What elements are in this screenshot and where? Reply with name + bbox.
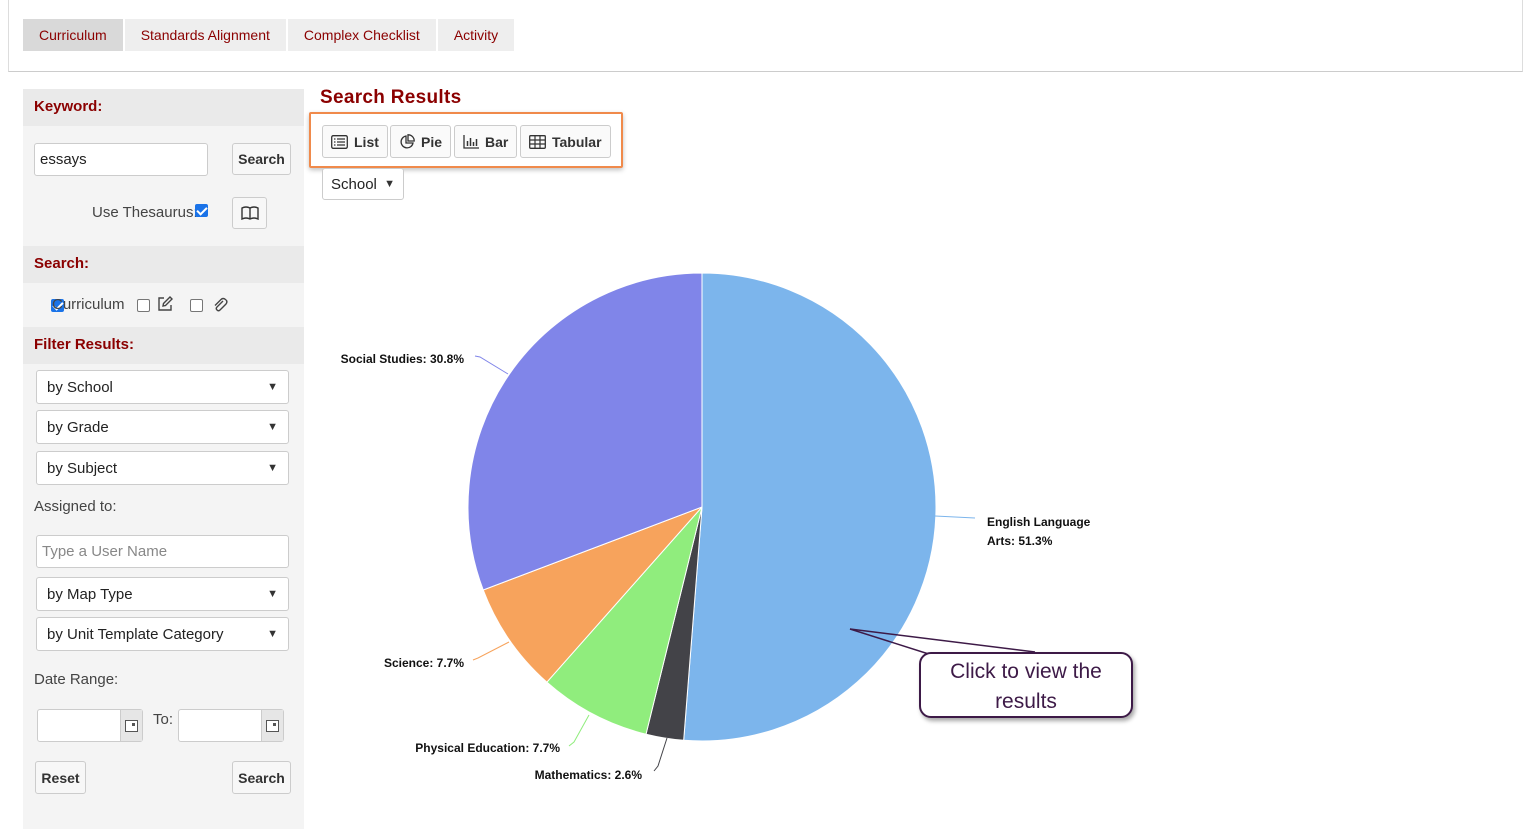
filter-unit-template-value: by Unit Template Category bbox=[47, 625, 224, 643]
table-icon bbox=[529, 134, 546, 149]
pie-data-label: Arts: 51.3% bbox=[987, 534, 1053, 548]
filter-results-heading: Filter Results: bbox=[23, 327, 304, 364]
group-by-value: School bbox=[331, 175, 377, 193]
pie-connector-line bbox=[568, 714, 590, 747]
open-book-icon bbox=[240, 206, 259, 220]
chevron-down-icon: ▼ bbox=[267, 462, 278, 474]
calendar-icon[interactable] bbox=[120, 710, 142, 741]
assigned-to-label: Assigned to: bbox=[34, 498, 117, 515]
main-tabs: Curriculum Standards Alignment Complex C… bbox=[23, 19, 515, 51]
filter-map-type-value: by Map Type bbox=[47, 585, 133, 603]
assessment-checkbox[interactable] bbox=[137, 299, 150, 312]
filter-subject-select[interactable]: by Subject ▼ bbox=[36, 451, 289, 485]
bar-view-label: Bar bbox=[485, 133, 509, 150]
curriculum-label: Curriculum bbox=[52, 296, 125, 313]
tab-complex-checklist[interactable]: Complex Checklist bbox=[287, 19, 436, 51]
to-label: To: bbox=[153, 711, 174, 728]
filter-school-select[interactable]: by School ▼ bbox=[36, 370, 289, 404]
chevron-down-icon: ▼ bbox=[267, 381, 278, 393]
pie-slice-physical-education[interactable] bbox=[546, 506, 703, 735]
top-frame bbox=[8, 0, 1523, 72]
calendar-icon[interactable] bbox=[261, 710, 283, 741]
filter-search-button[interactable]: Search bbox=[232, 761, 291, 794]
use-thesaurus-label: Use Thesaurus: bbox=[92, 204, 198, 221]
pie-data-label: Social Studies: 30.8% bbox=[341, 352, 465, 366]
chevron-down-icon: ▼ bbox=[384, 178, 395, 190]
pie-chart-icon bbox=[400, 133, 415, 149]
pie-data-label: Mathematics: 2.6% bbox=[535, 768, 643, 782]
pie-connector-line bbox=[472, 641, 510, 661]
tabular-view-button[interactable]: Tabular bbox=[520, 125, 611, 158]
filter-subject-value: by Subject bbox=[47, 459, 118, 477]
pie-data-label: Science: 7.7% bbox=[384, 656, 464, 670]
pie-slice-social-studies[interactable] bbox=[467, 272, 703, 591]
filter-unit-template-select[interactable]: by Unit Template Category ▼ bbox=[36, 617, 289, 651]
use-thesaurus-checkbox[interactable] bbox=[195, 204, 208, 217]
list-view-button[interactable]: List bbox=[322, 125, 388, 158]
attachment-checkbox[interactable] bbox=[190, 299, 203, 312]
search-heading: Search: bbox=[23, 246, 304, 283]
pie-view-button[interactable]: Pie bbox=[390, 125, 452, 158]
date-range-label: Date Range: bbox=[34, 671, 119, 688]
view-mode-highlight bbox=[309, 112, 623, 168]
tab-curriculum[interactable]: Curriculum bbox=[23, 19, 123, 51]
filter-school-value: by School bbox=[47, 378, 113, 396]
group-by-select[interactable]: School ▼ bbox=[322, 168, 404, 200]
callout-pointer-line bbox=[849, 628, 936, 657]
bar-view-button[interactable]: Bar bbox=[454, 125, 518, 158]
keyword-input[interactable]: essays bbox=[34, 143, 208, 176]
filter-grade-select[interactable]: by Grade ▼ bbox=[36, 410, 289, 444]
click-to-view-callout: Click to view the results bbox=[919, 652, 1133, 718]
keyword-heading: Keyword: bbox=[23, 89, 304, 126]
curriculum-checkbox[interactable] bbox=[51, 299, 65, 312]
callout-pointer-line bbox=[849, 628, 1036, 653]
chevron-down-icon: ▼ bbox=[267, 588, 278, 600]
edit-icon bbox=[158, 296, 173, 311]
tab-standards-alignment[interactable]: Standards Alignment bbox=[124, 19, 286, 51]
pie-data-label: Physical Education: 7.7% bbox=[415, 741, 560, 755]
date-to-input[interactable] bbox=[178, 709, 284, 742]
search-results-title: Search Results bbox=[320, 87, 462, 108]
pie-slice-english-language-arts[interactable] bbox=[683, 272, 937, 742]
filter-map-type-select[interactable]: by Map Type ▼ bbox=[36, 577, 289, 611]
chevron-down-icon: ▼ bbox=[267, 421, 278, 433]
chevron-down-icon: ▼ bbox=[267, 628, 278, 640]
list-view-label: List bbox=[354, 133, 379, 150]
date-from-input[interactable] bbox=[37, 709, 143, 742]
keyword-search-button[interactable]: Search bbox=[232, 143, 291, 175]
filter-grade-value: by Grade bbox=[47, 418, 109, 436]
pie-connector-line bbox=[934, 515, 976, 519]
tabular-view-label: Tabular bbox=[552, 133, 602, 150]
reset-button[interactable]: Reset bbox=[35, 761, 86, 794]
user-name-input[interactable]: Type a User Name bbox=[36, 535, 289, 568]
pie-connector-line bbox=[474, 355, 509, 375]
pie-view-label: Pie bbox=[421, 133, 443, 150]
paperclip-icon bbox=[214, 297, 228, 312]
pie-data-label: English Language bbox=[987, 515, 1091, 529]
bar-chart-icon bbox=[463, 134, 479, 149]
pie-slice-science[interactable] bbox=[482, 506, 703, 683]
thesaurus-book-button[interactable] bbox=[232, 197, 267, 229]
tab-activity[interactable]: Activity bbox=[437, 19, 515, 51]
search-sidebar: Keyword: essays Search Use Thesaurus: Se… bbox=[23, 89, 304, 829]
list-icon bbox=[331, 134, 348, 149]
pie-connector-line bbox=[653, 737, 668, 772]
